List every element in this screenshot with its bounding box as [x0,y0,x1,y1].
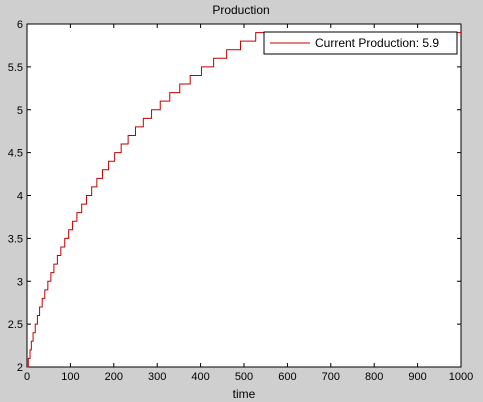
legend[interactable]: Current Production: 5.9 [263,31,458,55]
y-tick-label: 6 [17,19,23,31]
series-layer [27,32,461,368]
x-tick-label: 100 [61,371,79,383]
x-tick-label: 900 [408,371,426,383]
chart-title: Production [212,3,269,17]
y-tick-label: 5.5 [8,62,23,74]
y-tick-label: 3 [17,276,23,288]
x-tick-label: 300 [148,371,166,383]
tick-labels: 0 100 200 300 400 500 600 700 800 900 1000 2 2.5 3 3.5… [8,19,474,383]
y-tick-label: 4 [17,191,23,203]
x-tick-label: 400 [191,371,209,383]
y-tick-label: 5 [17,105,23,117]
series-line-current-production [27,32,461,368]
y-tick-label: 2 [17,362,23,374]
x-tick-label: 600 [278,371,296,383]
x-axis-title: time [233,387,256,401]
plot-area [26,23,462,368]
x-tick-label: 800 [365,371,383,383]
x-tick-label: 0 [24,371,30,383]
x-tick-label: 700 [322,371,340,383]
axis-ticks [26,23,462,368]
y-tick-label: 3.5 [8,233,23,245]
x-tick-label: 200 [105,371,123,383]
y-tick-label: 4.5 [8,148,23,160]
x-tick-label: 500 [235,371,253,383]
legend-box [263,31,458,55]
x-tick-label: 1000 [449,371,473,383]
y-tick-label: 2.5 [8,319,23,331]
legend-label: Current Production: 5.9 [315,36,439,50]
